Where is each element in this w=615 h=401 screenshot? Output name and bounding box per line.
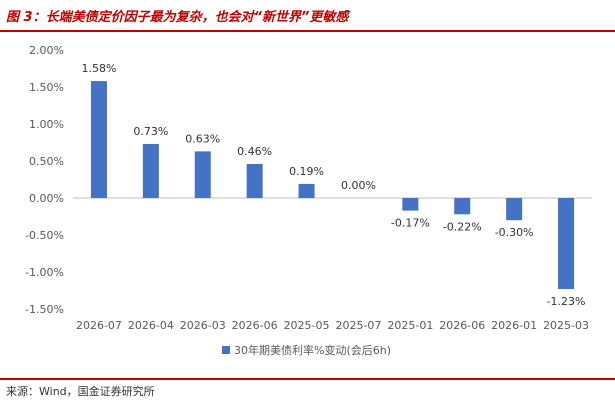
bar-chart: 2.00% 1.50% 1.00% 0.50% 0.00% -0.50% -1.00% -1.… bbox=[25, 44, 592, 357]
y-axis: 2.00% 1.50% 1.00% 0.50% 0.00% -0.50% -1.00% -1.… bbox=[25, 44, 592, 316]
y-tick-label: -1.50% bbox=[25, 303, 64, 316]
data-label: 1.58% bbox=[81, 62, 116, 75]
y-tick-label: 0.50% bbox=[29, 155, 64, 168]
x-tick-label: 2026-04 bbox=[128, 319, 174, 332]
bar bbox=[454, 198, 471, 215]
y-tick-label: 2.00% bbox=[29, 44, 64, 57]
x-tick-label: 2026-07 bbox=[76, 319, 122, 332]
figure-title: 图 3：长端美债定价因子最为复杂，也会对“新世界”更敏感 bbox=[6, 10, 349, 25]
bar bbox=[506, 198, 523, 221]
legend: 30年期美债利率%变动(会后6h) bbox=[222, 343, 391, 357]
data-label: 0.19% bbox=[289, 165, 324, 178]
title-divider bbox=[0, 30, 615, 32]
bar bbox=[402, 198, 419, 211]
source-note: 来源：Wind，国金证券研究所 bbox=[6, 385, 155, 398]
bar bbox=[298, 183, 315, 198]
x-axis: 2026-07 2026-04 2026-03 2026-06 2025-05 2025-… bbox=[76, 319, 589, 332]
x-tick-label: 2026-06 bbox=[232, 319, 278, 332]
x-tick-label: 2026-03 bbox=[180, 319, 226, 332]
y-tick-label: -0.50% bbox=[25, 229, 64, 242]
legend-swatch bbox=[222, 346, 230, 354]
bar-series bbox=[90, 81, 575, 290]
x-tick-label: 2025-07 bbox=[335, 319, 381, 332]
bar bbox=[90, 81, 107, 198]
bar bbox=[558, 198, 575, 290]
data-label: -0.17% bbox=[391, 217, 430, 230]
y-tick-label: 0.00% bbox=[29, 192, 64, 205]
y-tick-label: 1.00% bbox=[29, 118, 64, 131]
data-label: 0.46% bbox=[237, 145, 272, 158]
legend-label: 30年期美债利率%变动(会后6h) bbox=[234, 343, 391, 357]
data-label: 0.63% bbox=[185, 132, 220, 145]
bar bbox=[246, 163, 263, 198]
x-tick-label: 2025-03 bbox=[543, 319, 589, 332]
bar bbox=[142, 143, 159, 198]
data-labels: 1.58% 0.73% 0.63% 0.46% 0.19% 0.00% -0.17% -0.2… bbox=[81, 62, 585, 308]
title-bar: 图 3：长端美债定价因子最为复杂，也会对“新世界”更敏感 bbox=[0, 0, 615, 30]
data-label: -0.22% bbox=[443, 220, 482, 233]
data-label: -0.30% bbox=[495, 226, 534, 239]
data-label: 0.73% bbox=[133, 125, 168, 138]
data-label: -1.23% bbox=[547, 295, 586, 308]
y-tick-label: -1.00% bbox=[25, 266, 64, 279]
data-label: 0.00% bbox=[341, 179, 376, 192]
x-tick-label: 2026-01 bbox=[491, 319, 537, 332]
x-tick-label: 2026-06 bbox=[439, 319, 485, 332]
x-tick-label: 2025-01 bbox=[387, 319, 433, 332]
footer-divider bbox=[0, 378, 615, 380]
bar bbox=[194, 151, 211, 198]
x-tick-label: 2025-05 bbox=[284, 319, 330, 332]
y-tick-label: 1.50% bbox=[29, 81, 64, 94]
